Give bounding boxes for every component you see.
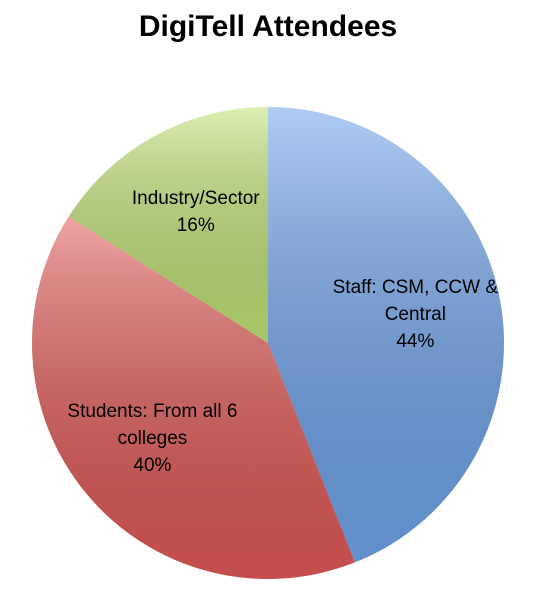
category-label: Staff: CSM, CCW & Central (332, 277, 499, 326)
slice-label-box: Students: From all 6 colleges 40% (47, 394, 257, 484)
slice-label: Industry/Sector 16% (91, 167, 301, 257)
chart-title: DigiTell Attendees (139, 10, 397, 43)
value-label: 16% (176, 214, 215, 236)
slice-label: Staff: CSM, CCW & Central 44% (310, 270, 520, 360)
slice-label-box: Industry/Sector 16% (91, 167, 301, 257)
slice-label-box: Staff: CSM, CCW & Central 44% (310, 270, 520, 360)
value-label: 44% (396, 331, 435, 353)
slice-label: Students: From all 6 colleges 40% (47, 394, 257, 484)
category-label: Industry/Sector (131, 187, 260, 209)
value-label: 40% (133, 455, 172, 477)
category-label: Students: From all 6 colleges (67, 401, 238, 450)
